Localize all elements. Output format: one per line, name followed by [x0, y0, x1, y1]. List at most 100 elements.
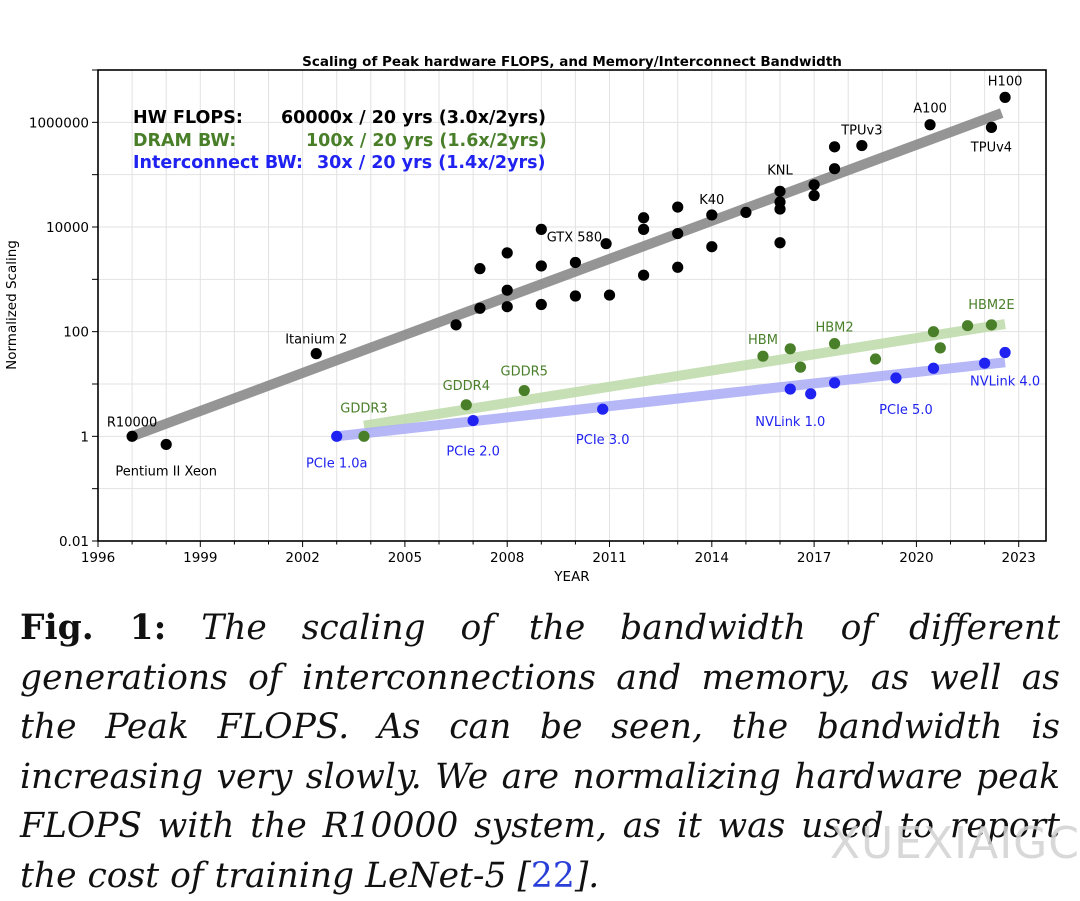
- point-label: TPUv4: [970, 140, 1012, 155]
- data-point: [999, 91, 1011, 103]
- data-point: [808, 179, 820, 191]
- point-label: Itanium 2: [285, 333, 347, 348]
- data-point: [774, 196, 786, 208]
- point-label: H100: [988, 74, 1023, 89]
- data-point: [706, 241, 718, 253]
- data-point: [638, 269, 650, 281]
- data-point: [597, 403, 609, 415]
- x-tick-label: 2011: [592, 550, 626, 566]
- point-label: GDDR4: [443, 379, 490, 394]
- point-label: NVLink 4.0: [970, 374, 1040, 389]
- data-points: [126, 91, 1011, 451]
- point-label: HBM2E: [968, 298, 1014, 313]
- data-point: [999, 346, 1011, 359]
- data-point: [740, 206, 752, 219]
- data-point: [985, 319, 998, 331]
- point-label: HBM2: [815, 321, 853, 336]
- data-point: [474, 302, 486, 314]
- data-point: [535, 260, 547, 272]
- data-point: [794, 361, 807, 373]
- data-point: [856, 139, 868, 152]
- chart-title: Scaling of Peak hardware FLOPS, and Memo…: [302, 54, 842, 70]
- data-point: [828, 338, 841, 350]
- legend-value-interconnect-bw: 30x / 20 yrs (1.4x/2yrs): [317, 153, 546, 173]
- point-label: PCIe 1.0a: [306, 456, 368, 471]
- x-tick-label: 1999: [183, 550, 217, 566]
- point-label: KNL: [767, 163, 793, 178]
- data-point: [828, 141, 841, 153]
- x-axis-label: YEAR: [553, 569, 589, 585]
- data-point: [706, 209, 718, 221]
- data-point: [924, 119, 936, 131]
- data-point: [160, 438, 172, 451]
- point-label: K40: [699, 193, 724, 208]
- data-point: [569, 290, 582, 302]
- data-point: [890, 372, 902, 384]
- data-point: [927, 362, 940, 374]
- data-point: [961, 320, 974, 332]
- data-point: [126, 430, 138, 442]
- x-tick-label: 2023: [1002, 550, 1036, 566]
- axes: 1996 1999 2002 2005 2008 2011 2014 2017 2020 2023…: [29, 69, 1036, 566]
- plot-background: [98, 70, 1046, 541]
- point-label: TPUv3: [840, 124, 882, 139]
- data-point: [927, 326, 940, 338]
- point-labels: R10000 Pentium II Xeon Itanium 2 GTX 580 K40…: [107, 74, 1040, 479]
- data-point: [784, 383, 796, 395]
- legend-label-interconnect-bw: Interconnect BW:: [133, 153, 303, 173]
- data-point: [638, 212, 650, 224]
- point-label: PCIe 2.0: [446, 445, 500, 460]
- data-point: [774, 237, 786, 249]
- data-point: [603, 289, 616, 301]
- data-point: [501, 301, 513, 313]
- point-label: Pentium II Xeon: [115, 464, 217, 479]
- caption-text-end: ].: [574, 855, 600, 896]
- data-point: [979, 357, 991, 369]
- data-point: [672, 261, 684, 273]
- data-point: [784, 343, 796, 355]
- y-tick-label: 0.01: [59, 534, 89, 550]
- plot-frame: [97, 69, 1047, 542]
- data-point: [474, 263, 486, 275]
- y-tick-label: 10000: [46, 220, 89, 236]
- y-tick-label: 1: [80, 429, 89, 445]
- data-point: [310, 348, 322, 360]
- data-point: [358, 430, 370, 442]
- data-point: [672, 227, 684, 240]
- data-point: [518, 384, 530, 397]
- trend-line-dram-bw: [363, 319, 1006, 431]
- x-tick-label: 2017: [797, 550, 831, 566]
- trend-line-hw-flops: [130, 108, 1004, 442]
- data-point: [600, 238, 612, 250]
- point-label: A100: [913, 102, 947, 117]
- data-point: [774, 185, 786, 197]
- point-label: PCIe 5.0: [879, 403, 933, 418]
- data-point: [535, 298, 547, 311]
- data-point: [934, 342, 946, 354]
- point-label: GTX 580: [547, 231, 602, 246]
- y-tick-label: 1000000: [29, 115, 89, 131]
- caption-label: Fig. 1:: [20, 608, 167, 648]
- point-label: GDDR5: [501, 365, 548, 380]
- y-axis-label: Normalized Scaling: [4, 240, 20, 370]
- x-tick-label: 2005: [388, 550, 422, 566]
- data-point: [828, 163, 841, 175]
- data-point: [805, 388, 817, 400]
- legend-value-dram-bw: 100x / 20 yrs (1.6x/2yrs): [306, 131, 547, 151]
- legend-label-hw-flops: HW FLOPS:: [133, 108, 243, 128]
- x-tick-label: 1996: [81, 550, 115, 566]
- data-point: [569, 256, 582, 269]
- x-tick-label: 2020: [899, 550, 933, 566]
- data-point: [535, 223, 547, 235]
- data-point: [672, 201, 684, 213]
- point-label: NVLink 1.0: [755, 415, 825, 430]
- legend-label-dram-bw: DRAM BW:: [133, 131, 236, 151]
- point-label: GDDR3: [340, 401, 387, 416]
- citation-link[interactable]: 22: [530, 855, 575, 896]
- legend-value-hw-flops: 60000x / 20 yrs (3.0x/2yrs): [281, 108, 546, 128]
- data-point: [638, 223, 650, 235]
- data-point: [869, 353, 882, 365]
- data-point: [467, 414, 479, 427]
- data-point: [450, 319, 462, 331]
- x-tick-label: 2008: [490, 550, 524, 566]
